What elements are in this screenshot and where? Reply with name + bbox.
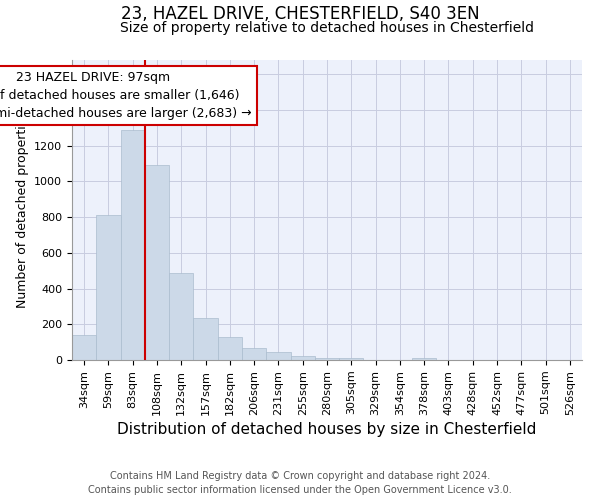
Y-axis label: Number of detached properties: Number of detached properties <box>16 112 29 308</box>
Title: Size of property relative to detached houses in Chesterfield: Size of property relative to detached ho… <box>120 21 534 35</box>
Bar <box>290 356 315 360</box>
X-axis label: Distribution of detached houses by size in Chesterfield: Distribution of detached houses by size … <box>118 422 536 437</box>
Bar <box>145 166 169 360</box>
Bar <box>193 318 218 360</box>
Bar <box>96 216 121 360</box>
Text: Contains HM Land Registry data © Crown copyright and database right 2024.
Contai: Contains HM Land Registry data © Crown c… <box>88 471 512 495</box>
Text: 23, HAZEL DRIVE, CHESTERFIELD, S40 3EN: 23, HAZEL DRIVE, CHESTERFIELD, S40 3EN <box>121 5 479 23</box>
Bar <box>339 358 364 360</box>
Bar <box>72 335 96 360</box>
Bar <box>315 358 339 360</box>
Bar <box>121 130 145 360</box>
Bar <box>412 358 436 360</box>
Bar <box>266 352 290 360</box>
Bar <box>218 337 242 360</box>
Bar <box>169 272 193 360</box>
Bar <box>242 348 266 360</box>
Text: 23 HAZEL DRIVE: 97sqm
← 38% of detached houses are smaller (1,646)
62% of semi-d: 23 HAZEL DRIVE: 97sqm ← 38% of detached … <box>0 70 252 120</box>
